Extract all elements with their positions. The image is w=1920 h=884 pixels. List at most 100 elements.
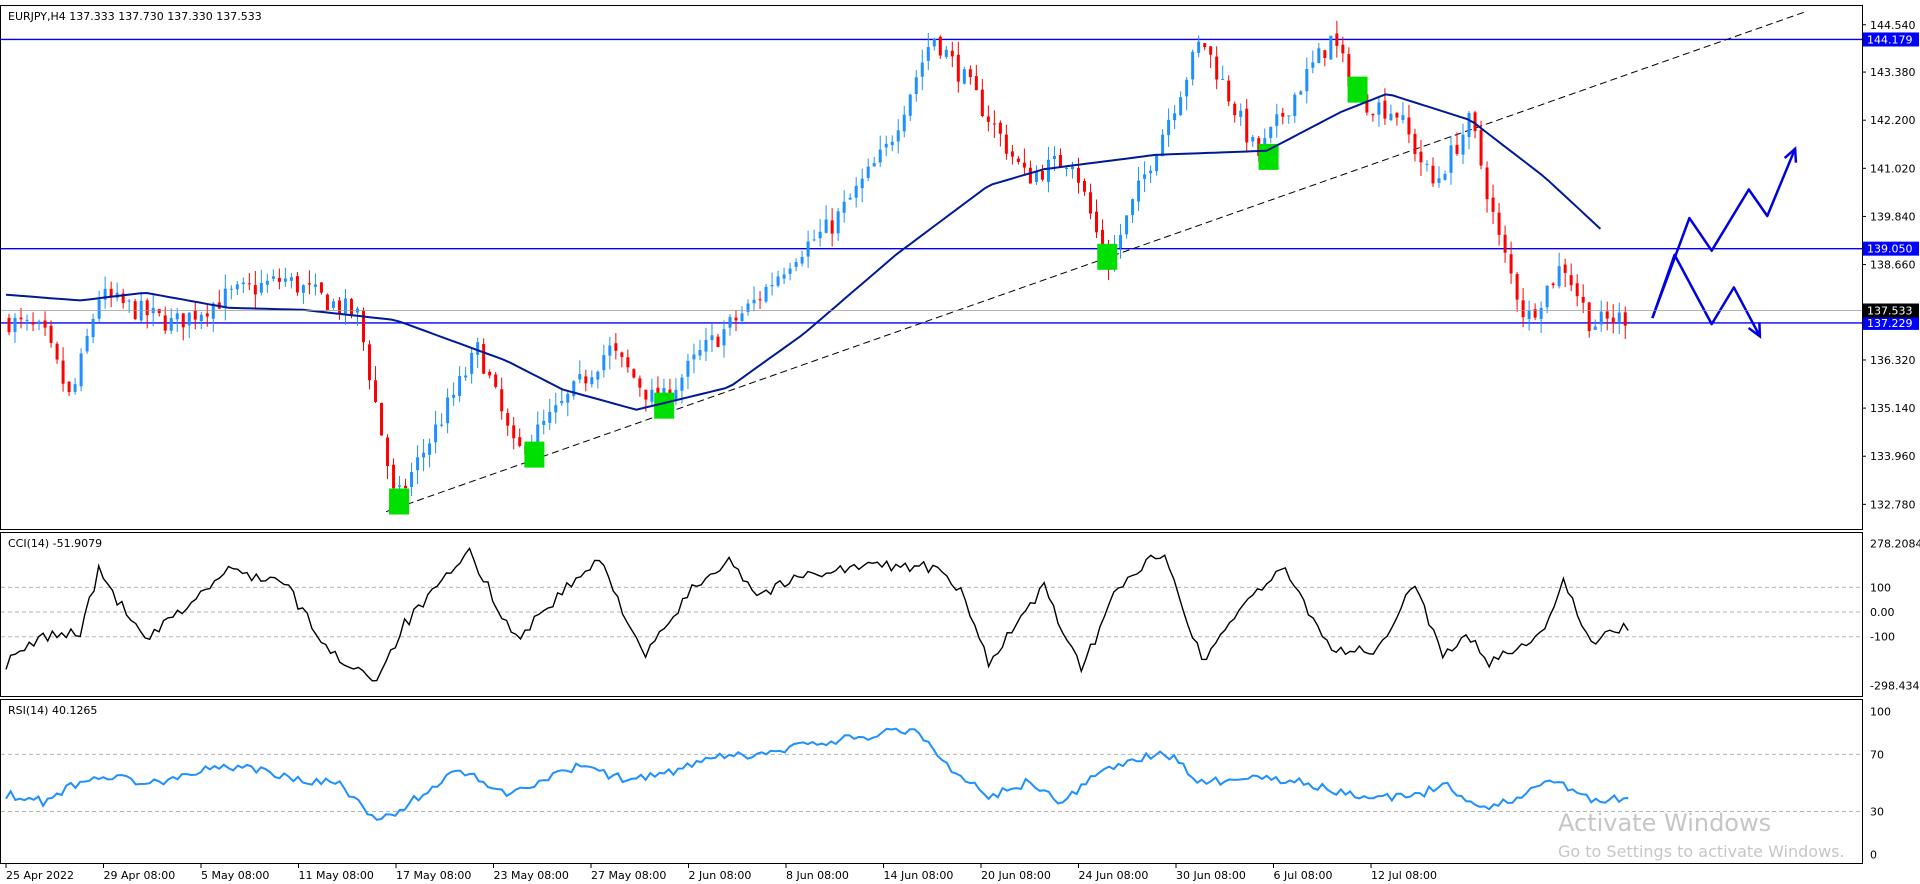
price-axis[interactable]: 144.540 143.380 142.200 141.020 139.840 138.6… xyxy=(1862,19,1920,862)
candle-body xyxy=(986,116,990,122)
candle-body xyxy=(842,201,846,213)
candle-16 xyxy=(103,276,107,309)
candle-260 xyxy=(1569,263,1573,292)
candle-159 xyxy=(962,66,966,85)
candle-163 xyxy=(986,105,990,132)
price-tick-label: 135.140 xyxy=(1870,402,1916,415)
candle-body xyxy=(392,464,396,489)
cci-plot-area xyxy=(1,546,1862,682)
candle-92 xyxy=(560,388,564,406)
candle-121 xyxy=(734,309,738,332)
candle-10 xyxy=(67,381,71,396)
candle-body xyxy=(698,349,702,356)
candle-32 xyxy=(199,311,203,330)
candle-100 xyxy=(608,336,612,370)
candle-body xyxy=(1089,192,1093,214)
candle-236 xyxy=(1425,160,1429,172)
candle-166 xyxy=(1004,124,1008,160)
candle-body xyxy=(1335,33,1339,46)
candle-103 xyxy=(626,349,630,373)
rsi-tick-label: 100 xyxy=(1870,705,1891,718)
candle-body xyxy=(686,360,690,377)
candle-body xyxy=(884,143,888,148)
candle-body xyxy=(950,50,954,57)
candle-body xyxy=(1245,108,1249,143)
candle-body xyxy=(1539,307,1543,319)
candle-54 xyxy=(331,298,335,310)
candle-body xyxy=(157,309,161,313)
candle-218 xyxy=(1317,42,1321,64)
candle-body xyxy=(1389,113,1393,121)
candle-body xyxy=(824,219,828,233)
candle-body xyxy=(752,299,756,304)
cci-pane[interactable] xyxy=(0,532,1863,697)
candle-body xyxy=(1317,48,1321,64)
candle-162 xyxy=(980,78,984,118)
candle-199 xyxy=(1203,43,1207,51)
candle-body xyxy=(1347,54,1351,87)
candle-body xyxy=(968,69,972,78)
candle-143 xyxy=(866,158,870,181)
candle-body xyxy=(902,114,906,132)
candle-body xyxy=(488,371,492,376)
candle-body xyxy=(199,314,203,321)
time-axis[interactable]: 25 Apr 2022 29 Apr 08:00 5 May 08:00 11 May… xyxy=(5,864,1437,882)
candle-body xyxy=(506,413,510,426)
candle-251 xyxy=(1515,272,1519,312)
candle-body xyxy=(1239,110,1243,117)
candle-269 xyxy=(1623,306,1627,340)
candle-189 xyxy=(1143,161,1147,192)
candle-212 xyxy=(1281,107,1285,125)
candle-body xyxy=(181,313,185,328)
candle-42 xyxy=(259,269,263,296)
candle-body xyxy=(542,420,546,425)
candle-body xyxy=(1341,44,1345,54)
candle-165 xyxy=(998,120,1002,147)
candle-255 xyxy=(1539,301,1543,334)
candle-body xyxy=(1371,113,1375,116)
candle-73 xyxy=(446,388,450,434)
candle-232 xyxy=(1401,102,1405,124)
candle-body xyxy=(422,452,426,458)
rsi-pane[interactable] xyxy=(0,699,1863,864)
candle-body xyxy=(1419,151,1423,163)
candle-216 xyxy=(1305,57,1309,104)
candle-104 xyxy=(632,368,636,379)
candle-body xyxy=(241,282,245,285)
candle-body xyxy=(500,389,504,412)
price-tick-label: 143.380 xyxy=(1870,66,1916,79)
candle-body xyxy=(992,123,996,125)
candle-body xyxy=(1028,167,1032,184)
candle-body xyxy=(1569,275,1573,286)
price-tick-label: 132.780 xyxy=(1870,498,1916,511)
candle-body xyxy=(1046,159,1050,182)
candle-body xyxy=(632,369,636,378)
candle-4 xyxy=(31,312,35,332)
main-price-pane[interactable] xyxy=(0,5,1863,530)
candle-body xyxy=(253,285,257,295)
candle-213 xyxy=(1287,115,1291,124)
candle-139 xyxy=(842,190,846,223)
candle-26 xyxy=(163,306,167,334)
candle-body xyxy=(1209,46,1213,55)
candle-body xyxy=(398,485,402,487)
candle-249 xyxy=(1503,225,1507,263)
candle-body xyxy=(1431,165,1435,184)
candle-89 xyxy=(542,409,546,435)
candle-body xyxy=(956,54,960,82)
candle-body xyxy=(944,49,948,57)
rsi-tick-label: 70 xyxy=(1870,748,1884,761)
candle-body xyxy=(830,220,834,234)
candle-133 xyxy=(806,230,810,268)
candle-body xyxy=(1185,79,1189,97)
candle-137 xyxy=(830,208,834,247)
candle-130 xyxy=(788,262,792,281)
candle-body xyxy=(1611,317,1615,324)
candle-body xyxy=(368,344,372,381)
candle-body xyxy=(410,472,414,487)
candle-123 xyxy=(746,299,750,316)
candle-122 xyxy=(740,306,744,325)
candle-body xyxy=(349,298,353,315)
candle-253 xyxy=(1527,300,1531,331)
